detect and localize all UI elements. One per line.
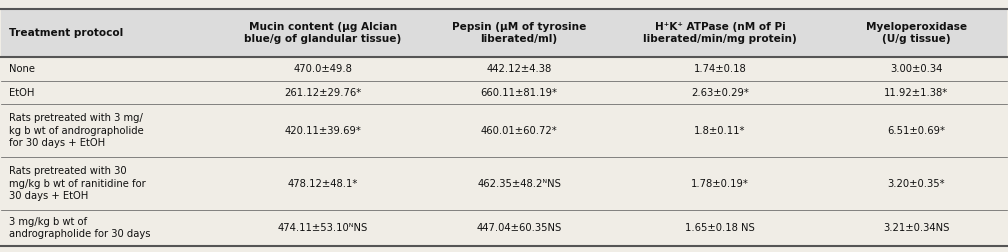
Text: 2.63±0.29*: 2.63±0.29* xyxy=(691,87,749,98)
Text: 660.11±81.19*: 660.11±81.19* xyxy=(481,87,557,98)
Bar xyxy=(1,81,1007,104)
Text: 462.35±48.2ᴺNS: 462.35±48.2ᴺNS xyxy=(477,178,561,188)
Text: 3 mg/kg b wt of
andrographolide for 30 days: 3 mg/kg b wt of andrographolide for 30 d… xyxy=(9,217,151,239)
Text: H⁺K⁺ ATPase (nM of Pi
liberated/min/mg protein): H⁺K⁺ ATPase (nM of Pi liberated/min/mg p… xyxy=(643,22,797,44)
Text: Mucin content (µg Alcian
blue/g of glandular tissue): Mucin content (µg Alcian blue/g of gland… xyxy=(244,22,401,44)
Text: Rats pretreated with 30
mg/kg b wt of ranitidine for
30 days + EtOH: Rats pretreated with 30 mg/kg b wt of ra… xyxy=(9,166,146,201)
Bar xyxy=(1,57,1007,81)
Text: EtOH: EtOH xyxy=(9,87,35,98)
Text: 442.12±4.38: 442.12±4.38 xyxy=(487,64,551,74)
Text: 460.01±60.72*: 460.01±60.72* xyxy=(481,126,557,136)
Text: Rats pretreated with 3 mg/
kg b wt of andrographolide
for 30 days + EtOH: Rats pretreated with 3 mg/ kg b wt of an… xyxy=(9,113,144,148)
Bar xyxy=(1,104,1007,157)
Text: 420.11±39.69*: 420.11±39.69* xyxy=(284,126,362,136)
Text: 1.65±0.18 NS: 1.65±0.18 NS xyxy=(685,223,755,233)
Text: None: None xyxy=(9,64,35,74)
Text: 470.0±49.8: 470.0±49.8 xyxy=(293,64,353,74)
Text: 1.8±0.11*: 1.8±0.11* xyxy=(695,126,746,136)
Text: 261.12±29.76*: 261.12±29.76* xyxy=(284,87,362,98)
Text: Myeloperoxidase
(U/g tissue): Myeloperoxidase (U/g tissue) xyxy=(866,22,967,44)
Text: 3.21±0.34NS: 3.21±0.34NS xyxy=(883,223,950,233)
Text: 11.92±1.38*: 11.92±1.38* xyxy=(884,87,949,98)
Text: Pepsin (µM of tyrosine
liberated/ml): Pepsin (µM of tyrosine liberated/ml) xyxy=(452,22,587,44)
Text: 3.20±0.35*: 3.20±0.35* xyxy=(887,178,944,188)
Text: 6.51±0.69*: 6.51±0.69* xyxy=(887,126,946,136)
Text: Treatment protocol: Treatment protocol xyxy=(9,28,124,38)
Bar xyxy=(1,210,1007,246)
Text: 3.00±0.34: 3.00±0.34 xyxy=(890,64,942,74)
Bar xyxy=(1,157,1007,210)
Bar xyxy=(1,9,1007,57)
Text: 478.12±48.1*: 478.12±48.1* xyxy=(288,178,358,188)
Text: 1.78±0.19*: 1.78±0.19* xyxy=(691,178,749,188)
Text: 1.74±0.18: 1.74±0.18 xyxy=(694,64,747,74)
Text: 474.11±53.10ᴺNS: 474.11±53.10ᴺNS xyxy=(278,223,368,233)
Text: 447.04±60.35NS: 447.04±60.35NS xyxy=(477,223,561,233)
